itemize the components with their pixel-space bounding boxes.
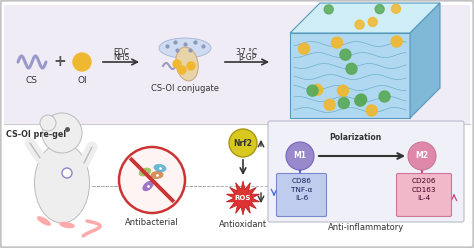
Circle shape — [62, 168, 72, 178]
Text: CS-OI hydrogel: CS-OI hydrogel — [331, 126, 399, 135]
Text: CS-OI pre-gel: CS-OI pre-gel — [6, 130, 66, 139]
Circle shape — [379, 91, 390, 102]
FancyBboxPatch shape — [4, 5, 470, 124]
Circle shape — [368, 17, 377, 27]
Circle shape — [391, 36, 402, 47]
FancyBboxPatch shape — [276, 174, 327, 217]
Ellipse shape — [35, 143, 90, 223]
FancyBboxPatch shape — [268, 121, 464, 222]
Circle shape — [178, 66, 186, 74]
Circle shape — [340, 49, 351, 60]
Circle shape — [392, 4, 401, 13]
Text: Anti-inflammatory: Anti-inflammatory — [328, 223, 404, 232]
Circle shape — [337, 85, 348, 96]
Circle shape — [40, 115, 56, 131]
Circle shape — [346, 63, 357, 74]
Polygon shape — [290, 3, 440, 33]
Text: ROS: ROS — [235, 195, 251, 201]
Text: Antioxidant: Antioxidant — [219, 220, 267, 229]
Text: Polarization: Polarization — [329, 133, 381, 143]
Ellipse shape — [139, 168, 151, 176]
Text: β-GP: β-GP — [238, 53, 256, 62]
Ellipse shape — [176, 47, 198, 81]
Ellipse shape — [159, 38, 211, 58]
Text: NHS: NHS — [113, 53, 129, 62]
Text: Antibacterial: Antibacterial — [125, 218, 179, 227]
Text: +: + — [54, 55, 66, 69]
Polygon shape — [290, 33, 410, 118]
Text: M2: M2 — [416, 152, 428, 160]
Polygon shape — [410, 3, 440, 118]
Circle shape — [324, 99, 335, 110]
Circle shape — [324, 5, 333, 14]
Circle shape — [355, 95, 366, 106]
Text: CS: CS — [26, 76, 38, 85]
Circle shape — [408, 142, 436, 170]
Ellipse shape — [151, 171, 164, 179]
Text: Nrf2: Nrf2 — [234, 138, 253, 148]
Text: EDC: EDC — [113, 48, 129, 57]
Circle shape — [311, 84, 323, 95]
Circle shape — [307, 85, 318, 96]
Circle shape — [375, 5, 384, 14]
Ellipse shape — [37, 216, 51, 226]
Polygon shape — [227, 181, 260, 215]
Circle shape — [355, 20, 364, 29]
Text: CS-OI conjugate: CS-OI conjugate — [151, 84, 219, 93]
Ellipse shape — [59, 222, 75, 228]
Text: CD206
CD163
IL-4: CD206 CD163 IL-4 — [412, 178, 436, 201]
Circle shape — [299, 43, 310, 54]
Circle shape — [338, 98, 349, 109]
Text: OI: OI — [77, 76, 87, 85]
Text: 37 °C: 37 °C — [237, 48, 258, 57]
Circle shape — [119, 147, 185, 213]
Circle shape — [42, 113, 82, 153]
Circle shape — [286, 142, 314, 170]
Text: M1: M1 — [293, 152, 307, 160]
Circle shape — [73, 53, 91, 71]
Circle shape — [356, 94, 367, 105]
Ellipse shape — [154, 164, 166, 172]
Ellipse shape — [142, 181, 154, 191]
Circle shape — [331, 37, 342, 48]
Circle shape — [229, 129, 257, 157]
Circle shape — [187, 62, 195, 70]
Text: CD86
TNF-α
IL-6: CD86 TNF-α IL-6 — [291, 178, 312, 201]
Circle shape — [173, 60, 181, 68]
Circle shape — [366, 105, 377, 116]
FancyBboxPatch shape — [396, 174, 452, 217]
